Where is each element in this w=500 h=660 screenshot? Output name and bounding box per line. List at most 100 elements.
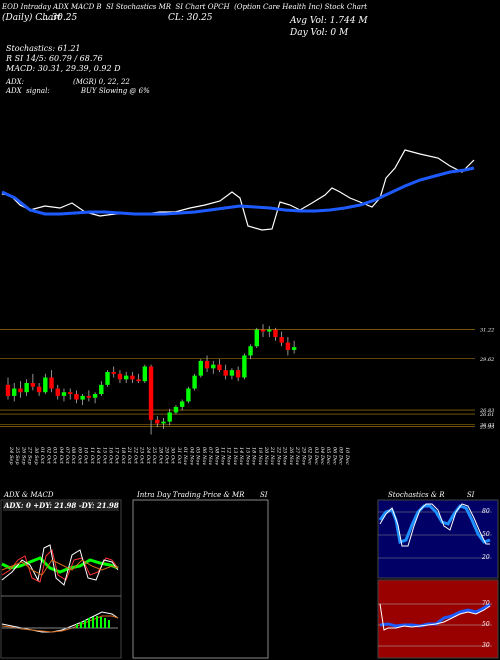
candle-body <box>192 375 197 389</box>
x-axis-label: 05 Nov <box>195 447 201 465</box>
candle-body <box>235 370 241 378</box>
x-axis-label: 03 Oct <box>52 447 58 465</box>
x-axis-label: 03 Dec <box>313 447 319 465</box>
x-axis-label: 15 Nov <box>244 447 250 465</box>
macd-line-orange <box>1 615 119 633</box>
candle-body <box>279 337 284 343</box>
x-axis-label: 21 Nov <box>269 446 275 465</box>
adx-line2: ADX signal: BUY Slowing @ 6% <box>6 87 150 95</box>
candle-body <box>242 355 247 378</box>
x-axis-label: 08 Nov <box>213 447 219 465</box>
candle-body <box>179 401 185 407</box>
x-axis-label: 05 Dec <box>325 447 331 465</box>
macd-value: MACD: 30.31, 29.39, 0.92 D <box>6 64 121 73</box>
x-axis-label: 14 Oct <box>95 447 101 465</box>
adx-orange-line <box>1 559 119 576</box>
x-axis-label: 13 Nov <box>232 447 238 465</box>
x-axis-label: 25 Sep <box>14 446 20 465</box>
candle-body <box>161 421 166 424</box>
candle-body <box>254 329 259 347</box>
x-axis-label: 06 Dec <box>331 447 337 465</box>
price-level-label: 31.22 <box>480 327 494 333</box>
candle-body <box>30 383 36 387</box>
candle-body <box>55 388 60 396</box>
x-axis-label: 17 Oct <box>114 447 120 465</box>
candle-body <box>61 392 67 396</box>
x-axis-label: 24 Oct <box>145 446 151 465</box>
x-axis-label: 23 Oct <box>139 446 145 465</box>
stoch-50-label: 50 <box>482 531 490 538</box>
x-axis-label: 14 Nov <box>238 447 244 465</box>
day-volume: Day Vol: 0 M <box>290 28 349 38</box>
price-level-label: 26.83 <box>479 408 494 414</box>
header-line2: (Daily) Chart <box>2 13 62 23</box>
stoch-20-label: 20 <box>482 554 490 561</box>
header-line1: EOD Intraday ADX MACD B SI Stochastics M… <box>2 3 368 11</box>
candle-body <box>18 388 23 393</box>
candle-body <box>43 377 48 393</box>
macd-line-white <box>1 611 119 633</box>
candle-body <box>36 386 42 393</box>
candle-body <box>167 412 172 422</box>
stoch-d-line <box>379 503 490 547</box>
candle-body <box>186 388 191 402</box>
candle-body <box>5 384 11 396</box>
adx-line1: ADX: (MGR) 0, 22, 22 <box>6 78 130 86</box>
adx-values: ADX: 0 +DY: 21.98 -DY: 21.98 <box>4 501 119 510</box>
stoch-80-label: 80 <box>482 508 490 515</box>
x-axis-label: 09 Oct <box>76 447 82 465</box>
candle-body <box>24 383 29 393</box>
x-axis-label: 27 Sep <box>27 446 33 465</box>
candle-body <box>80 395 85 400</box>
x-axis-label: 15 Oct <box>101 447 107 465</box>
candle-body <box>260 329 266 332</box>
x-axis-label: 30 Oct <box>170 447 176 465</box>
price-level-label: 26.61 <box>479 412 494 418</box>
x-axis-label: 30 Sep <box>33 447 39 465</box>
candle-body <box>229 370 235 376</box>
candle-body <box>248 346 253 356</box>
x-axis-label: 28 Oct <box>157 446 163 465</box>
x-axis-label: 26 Sep <box>20 446 26 465</box>
adx-macd-title: ADX & MACD <box>4 491 54 499</box>
x-axis-label: 21 Oct <box>126 446 132 465</box>
candle-body <box>204 360 210 369</box>
candle-body <box>198 360 204 376</box>
price-level-label: 26.03 <box>479 423 494 429</box>
stoch-rsi-title: Stochastics & R SI <box>388 491 475 499</box>
stochastics-value: Stochastics: 61.21 <box>6 44 81 53</box>
candle-body <box>105 371 110 385</box>
x-axis-label: 29 Nov <box>300 446 306 465</box>
rsi-panel <box>377 579 499 659</box>
x-axis-label: 01 Nov <box>182 447 188 465</box>
price-level-label: 25.93 <box>479 425 494 431</box>
x-axis-label: 11 Nov <box>219 447 225 465</box>
x-axis-label: 27 Nov <box>294 446 300 465</box>
candle-body <box>291 347 297 350</box>
stoch-k-line <box>378 504 491 544</box>
x-axis-label: 06 Nov <box>201 447 207 465</box>
x-axis-label: 16 Oct <box>108 447 114 465</box>
x-axis-label: 02 Dec <box>307 447 313 465</box>
rsi-white-line <box>379 603 491 631</box>
x-axis-label: 02 Oct <box>45 447 51 465</box>
x-axis-label: 07 Nov <box>207 447 213 465</box>
rsi-70-label: 70 <box>482 600 490 607</box>
candle-body <box>148 366 154 420</box>
x-axis-label: 12 Nov <box>226 447 232 465</box>
candle-body <box>267 329 272 332</box>
candle-body <box>273 329 278 338</box>
x-axis-label: 25 Oct <box>151 446 157 465</box>
avg-volume: Avg Vol: 1.744 M <box>290 16 368 26</box>
candle-body <box>117 373 123 380</box>
x-axis-label: 01 Oct <box>39 447 45 465</box>
candle-body <box>217 364 222 371</box>
x-axis-label: 19 Nov <box>257 447 263 465</box>
date-tag: ... 30.25 <box>40 13 78 23</box>
candle-body <box>130 375 135 380</box>
candle-body <box>223 370 228 376</box>
x-axis-label: 04 Dec <box>319 447 325 465</box>
price-line <box>1 149 475 231</box>
x-axis-label: 04 Oct <box>58 447 64 465</box>
close-price: CL: 30.25 <box>168 13 213 23</box>
